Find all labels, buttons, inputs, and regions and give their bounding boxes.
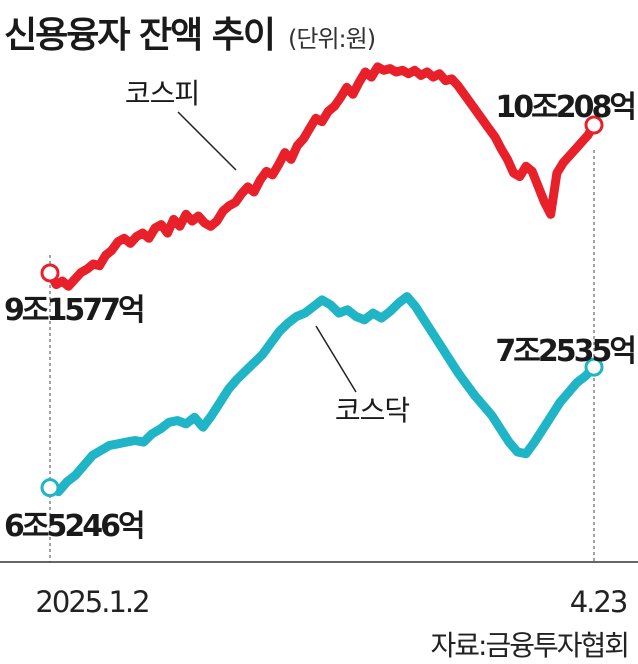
- kospi-series-line: [45, 62, 599, 291]
- kosdaq-start-point: [40, 478, 60, 498]
- guide-lines: [49, 150, 595, 562]
- kospi-end-value-label: 10조208억: [495, 90, 634, 125]
- kosdaq-start-value-label: 6조5246억: [4, 509, 143, 544]
- kospi-end-point: [584, 115, 604, 135]
- kosdaq-name-leader: [315, 325, 357, 393]
- chart-title: 신용융자 잔액 추이: [4, 15, 276, 56]
- kospi-series-name: 코스피: [125, 77, 199, 110]
- x-tick-end: 4.23: [570, 585, 627, 619]
- kosdaq-end-point: [584, 357, 604, 377]
- kosdaq-end-value-label: 7조2535억: [495, 334, 634, 369]
- kospi-start-value-label: 9조1577억: [4, 293, 143, 328]
- x-tick-start: 2025.1.2: [35, 585, 148, 619]
- source-note: 자료:금융투자협회: [430, 629, 630, 662]
- kospi-name-leader: [177, 111, 237, 171]
- kosdaq-series-line: [45, 292, 599, 497]
- series-layer: [40, 62, 604, 498]
- unit-label: (단위:원): [288, 25, 376, 53]
- kospi-start-point: [40, 263, 60, 283]
- title-row: 신용융자 잔액 추이 (단위:원): [4, 6, 376, 56]
- kosdaq-series-name: 코스닥: [335, 394, 410, 427]
